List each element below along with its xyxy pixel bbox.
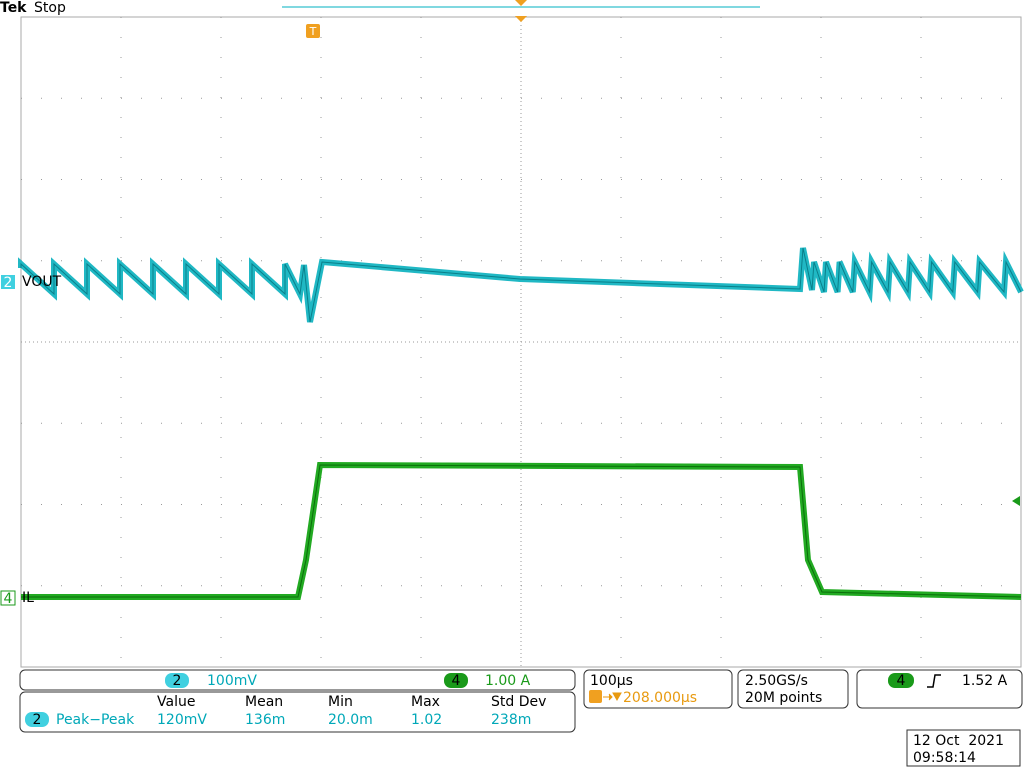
ch-badge: [25, 712, 49, 727]
delay-arrow: [603, 692, 622, 702]
il-trace-core: [21, 464, 1022, 598]
sample-rate: 2.50GS/s: [745, 673, 808, 689]
measure-value: 1.02: [411, 712, 442, 728]
time-position: 208.000µs: [623, 690, 697, 706]
trigger-channel: 4: [897, 673, 906, 689]
time-scale: 100µs: [590, 673, 633, 689]
trigger-icon: [306, 24, 320, 38]
vout-trace-core: [20, 247, 1022, 323]
measure-name: Peak−Peak: [56, 712, 135, 728]
trigger-level-text: 1.52 A: [962, 673, 1008, 689]
measure-value: 238m: [491, 712, 531, 728]
trigger-marker: T: [309, 25, 317, 38]
horizontal-panel: [583, 669, 733, 709]
position-marker: [515, 0, 527, 22]
time: 09:58:14: [913, 750, 976, 766]
timestamp-box: [906, 729, 1021, 767]
ch-badge: [444, 673, 468, 688]
measure-channel: 2: [33, 712, 42, 728]
channel-panel: [19, 669, 576, 691]
ch-badge: [888, 673, 914, 688]
ch-badge-label: 2: [173, 673, 182, 689]
measure-value: 120mV: [157, 712, 207, 728]
measurements: Value Mean Min Max Std Dev 2 Peak−Peak 120mV 136…: [25, 694, 546, 728]
measure-header: Max: [411, 694, 440, 710]
measure-header: Value: [157, 694, 195, 710]
measure-header: Std Dev: [491, 694, 546, 710]
trigger-icon: [589, 690, 602, 703]
trace-label: IL: [22, 590, 34, 606]
ch2-marker-label: 2: [4, 275, 13, 291]
graticule: [20, 16, 1022, 668]
ch-badge-label: 4: [452, 673, 461, 689]
measure-header: Min: [328, 694, 353, 710]
ch4-marker-label: 4: [4, 591, 13, 607]
measure-value: 136m: [245, 712, 285, 728]
measure-panel: [19, 691, 576, 733]
measure-header: Mean: [245, 694, 283, 710]
acquisition-panel: [737, 669, 849, 709]
trace-label: VOUT: [22, 274, 62, 290]
run-status: Stop: [34, 0, 66, 16]
ch2-marker: [1, 275, 15, 289]
date: 12 Oct 2021: [913, 733, 1004, 749]
trigger-level: [1012, 496, 1020, 506]
ch-scale: 1.00 A: [485, 673, 531, 689]
ch-badge: [165, 673, 189, 688]
ch-scale: 100mV: [207, 673, 257, 689]
measure-value: 20.0m: [328, 712, 373, 728]
ch4-marker: [0, 590, 16, 606]
brand: Tek: [0, 0, 27, 16]
edge-icon: [927, 674, 941, 688]
record-length: 20M points: [745, 690, 822, 706]
